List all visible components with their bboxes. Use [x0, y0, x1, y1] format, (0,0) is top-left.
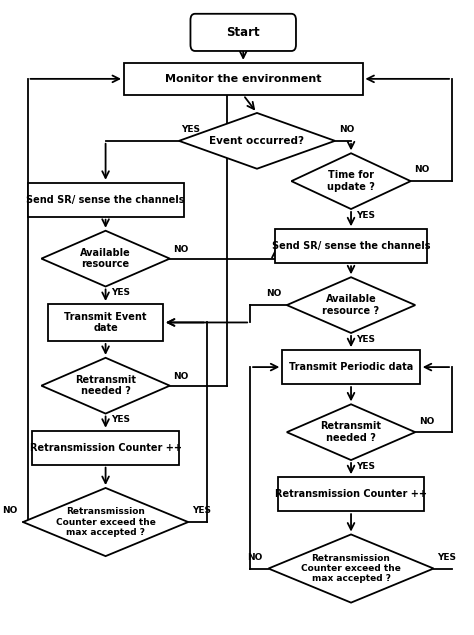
Text: YES: YES	[111, 288, 130, 297]
Polygon shape	[268, 535, 434, 603]
Text: NO: NO	[419, 417, 434, 425]
FancyBboxPatch shape	[278, 477, 424, 511]
Polygon shape	[292, 153, 410, 209]
Text: YES: YES	[438, 553, 456, 562]
Text: Send SR/ sense the channels: Send SR/ sense the channels	[27, 195, 185, 204]
Text: Retransmit
needed ?: Retransmit needed ?	[320, 422, 382, 443]
Text: NO: NO	[338, 125, 354, 134]
Text: YES: YES	[356, 211, 375, 220]
Polygon shape	[41, 358, 170, 413]
Text: Available
resource: Available resource	[80, 248, 131, 269]
Text: NO: NO	[247, 553, 263, 562]
FancyBboxPatch shape	[191, 14, 296, 51]
Text: Start: Start	[227, 26, 260, 39]
Polygon shape	[41, 231, 170, 286]
Text: Monitor the environment: Monitor the environment	[165, 74, 321, 84]
Text: Available
resource ?: Available resource ?	[322, 294, 380, 316]
Polygon shape	[287, 404, 415, 460]
Text: NO: NO	[173, 245, 189, 254]
Text: Retransmission
Counter exceed the
max accepted ?: Retransmission Counter exceed the max ac…	[301, 554, 401, 584]
FancyBboxPatch shape	[32, 431, 179, 465]
FancyBboxPatch shape	[124, 63, 363, 95]
Text: Time for
update ?: Time for update ?	[327, 170, 375, 192]
Text: Retransmission Counter ++: Retransmission Counter ++	[275, 489, 427, 499]
Text: NO: NO	[414, 166, 430, 175]
Text: Send SR/ sense the channels: Send SR/ sense the channels	[272, 241, 430, 251]
Text: YES: YES	[192, 506, 211, 516]
Text: Event occurred?: Event occurred?	[210, 136, 304, 146]
Text: Retransmission Counter ++: Retransmission Counter ++	[29, 443, 182, 453]
Text: NO: NO	[266, 290, 281, 298]
Text: Transmit Periodic data: Transmit Periodic data	[289, 362, 413, 372]
Text: Retransmission
Counter exceed the
max accepted ?: Retransmission Counter exceed the max ac…	[55, 507, 155, 537]
FancyBboxPatch shape	[27, 183, 183, 217]
Text: Retransmit
needed ?: Retransmit needed ?	[75, 375, 136, 396]
Polygon shape	[23, 488, 188, 556]
Text: NO: NO	[173, 372, 189, 381]
Text: YES: YES	[356, 335, 375, 344]
Text: NO: NO	[2, 506, 18, 516]
Polygon shape	[179, 113, 335, 169]
Text: Transmit Event
date: Transmit Event date	[64, 312, 147, 333]
FancyBboxPatch shape	[282, 350, 420, 384]
Text: YES: YES	[181, 125, 201, 134]
Text: YES: YES	[111, 415, 130, 424]
FancyBboxPatch shape	[48, 304, 163, 341]
Polygon shape	[287, 277, 415, 333]
FancyBboxPatch shape	[275, 229, 427, 264]
Text: YES: YES	[356, 462, 375, 471]
